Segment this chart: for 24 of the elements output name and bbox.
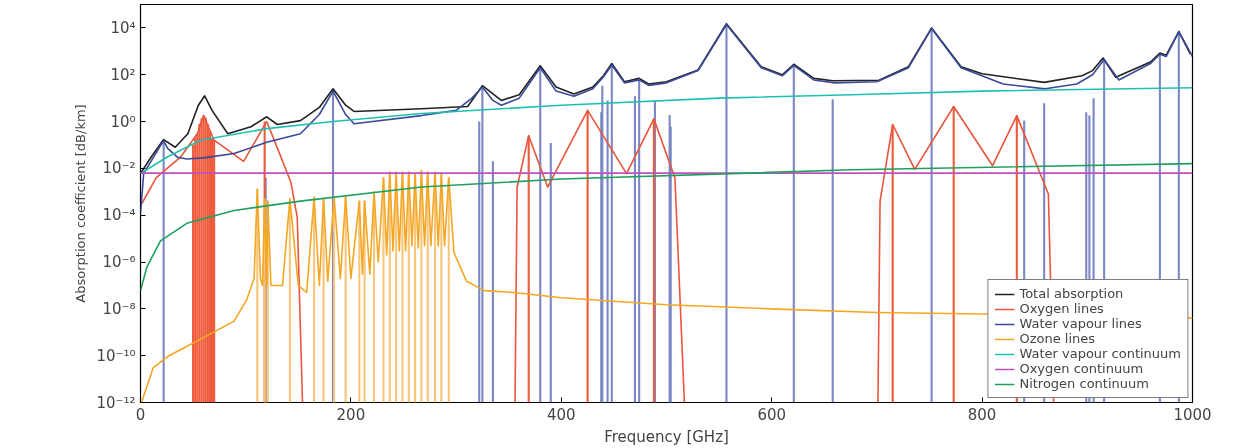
x-tick-label: 600 xyxy=(757,405,787,424)
y-tick-label: 10⁻⁸ xyxy=(102,299,136,318)
y-tick-label: 10⁻⁶ xyxy=(102,253,136,272)
y-tick-label: 10⁻¹⁰ xyxy=(96,346,136,365)
y-tick-label: 10⁰ xyxy=(110,112,136,131)
legend-label: Ozone lines xyxy=(1019,331,1096,346)
legend-label: Water vapour continuum xyxy=(1019,346,1181,361)
x-tick-label: 200 xyxy=(336,405,366,424)
legend-label: Oxygen lines xyxy=(1019,301,1104,316)
y-tick-label: 10⁻⁴ xyxy=(102,206,136,225)
y-tick-label: 10⁻² xyxy=(102,159,136,178)
x-axis-title: Frequency [GHz] xyxy=(604,427,729,446)
legend-label: Oxygen continuum xyxy=(1019,361,1144,376)
y-tick-label: 10² xyxy=(110,65,136,84)
y-axis-title: Absorption coefficient [dB/km] xyxy=(73,104,89,303)
x-tick-label: 1000 xyxy=(1173,405,1212,424)
y-tick-label: 10⁻¹² xyxy=(96,393,136,412)
x-tick-label: 400 xyxy=(546,405,576,424)
legend-label: Water vapour lines xyxy=(1019,316,1142,331)
y-tick-label: 10⁴ xyxy=(110,18,136,37)
legend-label: Nitrogen continuum xyxy=(1019,376,1149,391)
x-tick-label: 0 xyxy=(135,405,146,424)
x-tick-label: 800 xyxy=(967,405,997,424)
legend-label: Total absorption xyxy=(1019,286,1124,301)
